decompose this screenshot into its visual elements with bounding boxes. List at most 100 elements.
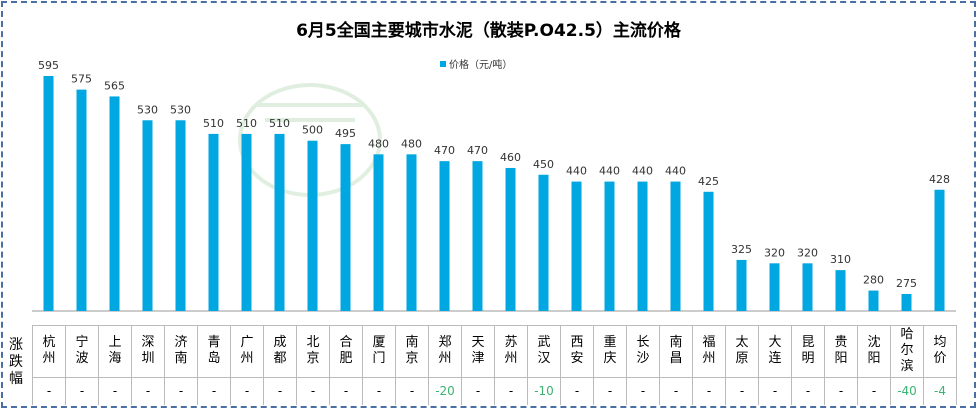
data-label: 310	[830, 253, 851, 266]
data-label: 510	[203, 117, 224, 130]
data-label: 428	[929, 173, 950, 186]
change-value: -	[230, 378, 263, 405]
change-value: -	[593, 378, 626, 405]
bar	[934, 189, 945, 311]
category-label: 昆明	[791, 325, 824, 378]
category-label: 北京	[296, 325, 329, 378]
data-label: 530	[170, 103, 191, 116]
change-value: -	[32, 378, 65, 405]
category-label: 哈尔滨	[890, 325, 923, 378]
change-value: -20	[428, 378, 461, 405]
bar	[109, 96, 120, 311]
data-label: 425	[698, 175, 719, 188]
bar	[142, 120, 153, 311]
data-label: 510	[269, 117, 290, 130]
data-label: 440	[665, 165, 686, 178]
data-label: 510	[236, 117, 257, 130]
data-label: 595	[38, 59, 59, 72]
bar	[901, 293, 912, 311]
category-label: 青岛	[197, 325, 230, 378]
bar	[274, 133, 285, 311]
category-label: 福州	[692, 325, 725, 378]
data-label: 320	[764, 246, 785, 259]
data-label: 440	[632, 165, 653, 178]
data-label: 575	[71, 73, 92, 86]
bar	[439, 161, 450, 311]
bar	[175, 120, 186, 311]
change-value: -	[329, 378, 362, 405]
data-label: 275	[896, 277, 917, 290]
category-label: 太原	[725, 325, 758, 378]
data-label: 470	[467, 144, 488, 157]
bar	[373, 154, 384, 311]
bar	[208, 133, 219, 311]
change-value: -	[659, 378, 692, 405]
change-value: -	[857, 378, 890, 405]
category-label: 济南	[164, 325, 197, 378]
bar	[736, 259, 747, 311]
table-end-border	[956, 325, 957, 405]
category-label: 杭州	[32, 325, 65, 378]
legend-swatch	[440, 60, 446, 67]
data-label: 565	[104, 79, 125, 92]
change-value: -	[263, 378, 296, 405]
category-label: 重庆	[593, 325, 626, 378]
data-label: 280	[863, 274, 884, 287]
legend-label: 价格（元/吨）	[449, 60, 513, 71]
change-value: -	[758, 378, 791, 405]
change-table: 涨跌幅 杭州-宁波-上海-深圳-济南-青岛-广州-成都-北京-合肥-厦门-南京-…	[0, 325, 977, 405]
bar-chart: 595 575 565 530 530 510 510 510 500 495 480 480 470 4…	[32, 59, 956, 312]
bar	[340, 144, 351, 311]
category-label: 上海	[98, 325, 131, 378]
category-label: 郑州	[428, 325, 461, 378]
change-value: -	[791, 378, 824, 405]
category-label: 天津	[461, 325, 494, 378]
data-label: 470	[434, 144, 455, 157]
bar	[43, 76, 54, 311]
change-value: -10	[527, 378, 560, 405]
change-value: -	[164, 378, 197, 405]
bar	[604, 181, 615, 311]
change-value: -	[461, 378, 494, 405]
data-label: 460	[500, 151, 521, 164]
bar	[307, 140, 318, 311]
bar	[571, 181, 582, 311]
bar	[868, 290, 879, 311]
legend: 价格（元/吨）	[440, 56, 512, 71]
category-label: 沈阳	[857, 325, 890, 378]
category-label: 宁波	[65, 325, 98, 378]
category-label: 广州	[230, 325, 263, 378]
data-label: 320	[797, 246, 818, 259]
change-value: -	[560, 378, 593, 405]
data-label: 530	[137, 103, 158, 116]
category-label: 成都	[263, 325, 296, 378]
change-value: -	[725, 378, 758, 405]
category-label: 南京	[395, 325, 428, 378]
change-value: -	[395, 378, 428, 405]
change-value: -40	[890, 378, 923, 405]
bar	[241, 133, 252, 311]
bar	[406, 154, 417, 311]
row-label: 涨跌幅	[9, 337, 23, 387]
bar	[703, 191, 714, 311]
bar	[637, 181, 648, 311]
category-label: 大连	[758, 325, 791, 378]
bar	[835, 270, 846, 311]
change-value: -	[197, 378, 230, 405]
bar	[802, 263, 813, 311]
change-value: -	[131, 378, 164, 405]
bar	[670, 181, 681, 311]
category-label: 西安	[560, 325, 593, 378]
change-value: -	[494, 378, 527, 405]
bar	[76, 89, 87, 311]
change-value: -	[98, 378, 131, 405]
category-label: 均价	[923, 325, 956, 378]
bar	[505, 167, 516, 311]
data-label: 440	[599, 165, 620, 178]
data-label: 450	[533, 158, 554, 171]
data-label: 480	[401, 137, 422, 150]
data-label: 495	[335, 127, 356, 140]
change-value: -4	[923, 378, 956, 405]
